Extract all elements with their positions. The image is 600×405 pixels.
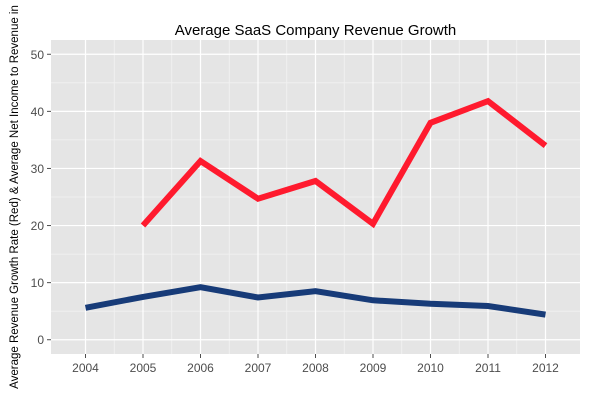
series-layer <box>84 97 548 318</box>
x-tick-label: 2012 <box>532 361 559 375</box>
x-tick-label: 2004 <box>72 361 99 375</box>
y-tick-label: 50 <box>31 48 45 62</box>
y-axis-title: Average Revenue Growth Rate (Red) & Aver… <box>9 5 21 389</box>
series-line-2 <box>84 284 546 318</box>
x-tick-label: 2005 <box>130 361 157 375</box>
x-tick-label: 2011 <box>475 361 501 375</box>
x-tick-label: 2010 <box>417 361 444 375</box>
chart-title: Average SaaS Company Revenue Growth <box>175 22 457 39</box>
x-tick-label: 2009 <box>360 361 387 375</box>
y-tick-label: 20 <box>31 219 45 233</box>
y-tick-label: 0 <box>37 333 44 347</box>
x-axis: 2004 2005 2006 2007 2008 2009 2010 2011 2012 <box>72 354 559 375</box>
y-tick-label: 40 <box>31 105 45 119</box>
x-tick-label: 2006 <box>187 361 214 375</box>
x-tick-label: 2008 <box>302 361 329 375</box>
y-tick-label: 10 <box>31 276 45 290</box>
y-axis: 0 10 20 30 40 50 <box>31 48 51 347</box>
x-tick-label: 2007 <box>245 361 272 375</box>
y-tick-label: 30 <box>31 162 45 176</box>
series-line-1 <box>140 97 548 229</box>
